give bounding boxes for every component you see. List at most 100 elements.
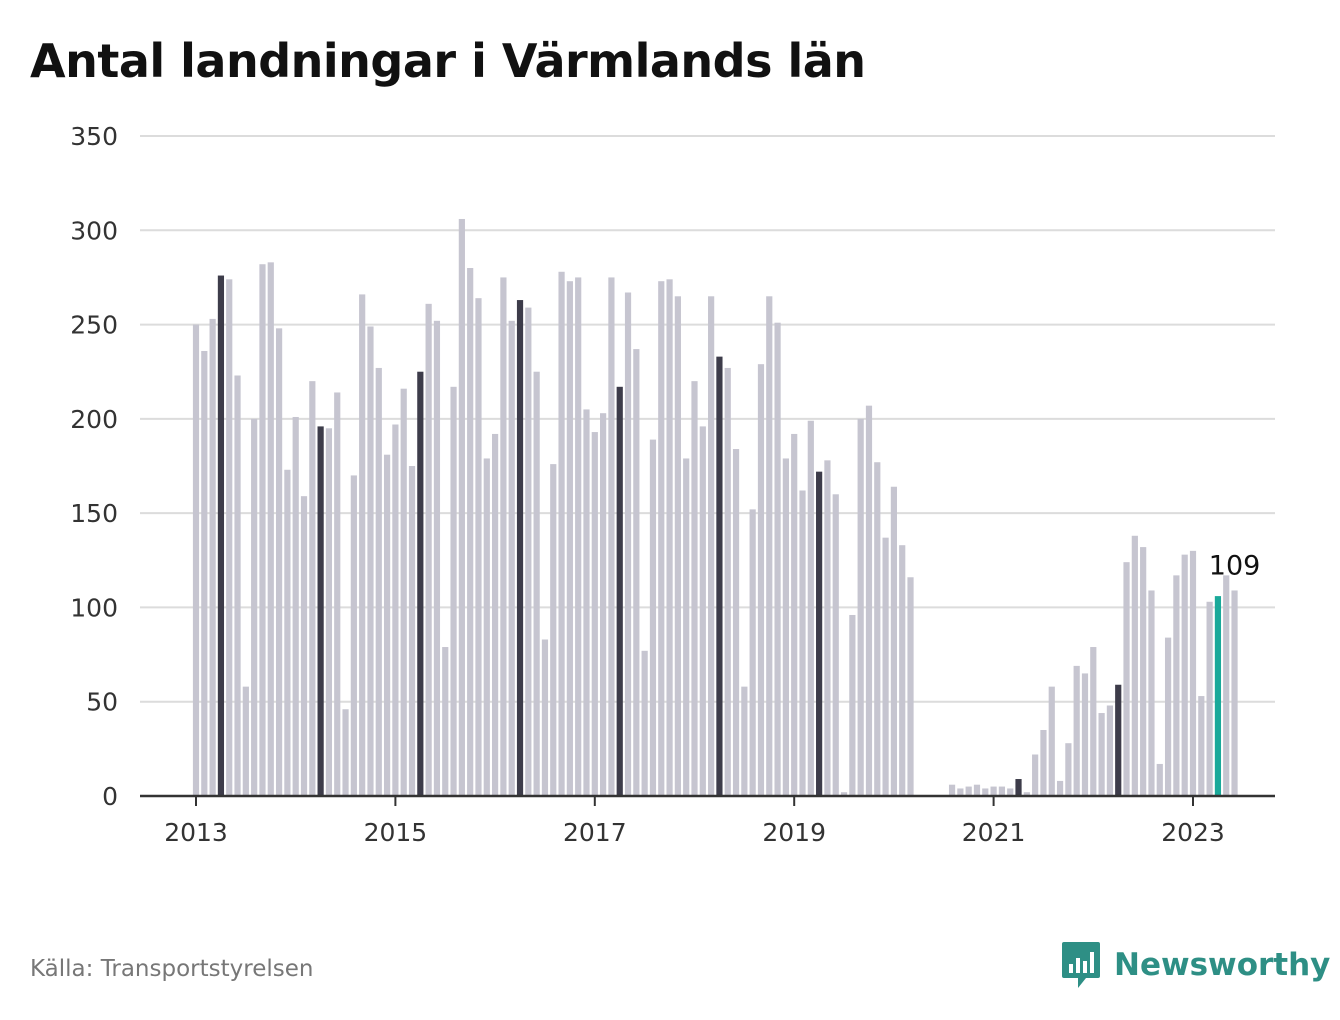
bar-2021-08 [1048,686,1055,796]
bar-2017-04 [616,386,623,796]
bar-2018-08 [749,509,756,796]
bar-2018-01 [691,381,698,796]
bar-2017-03 [608,277,615,796]
bar-2016-08 [550,464,557,796]
bar-2019-03 [807,420,814,796]
bar-2014-11 [375,367,382,796]
bar-2021-05 [1023,792,1030,796]
bar-2015-06 [433,320,441,796]
bar-2015-08 [450,386,457,796]
bar-2015-03 [408,466,416,796]
latest-value-label: 109 [1209,550,1261,581]
bar-2019-06 [832,494,839,796]
bar-2021-09 [1056,780,1064,796]
bar-2021-01 [990,786,997,796]
bar-2023-03 [1206,601,1213,796]
bar-2016-12 [583,409,590,796]
bar-2014-08 [350,475,357,796]
y-tick-label: 100 [70,593,118,622]
bar-2023-01 [1189,550,1197,796]
bar-2016-04 [516,300,524,796]
bar-2016-06 [533,371,540,796]
source-note: Källa: Transportstyrelsen [30,956,314,982]
bar-2021-12 [1081,673,1089,796]
data-labels: 109 [1209,550,1261,581]
bar-2018-07 [741,686,748,796]
brand-logo[interactable]: Newsworthy [1060,940,1330,990]
bar-2018-05 [724,367,731,796]
bar-2022-10 [1164,637,1172,796]
y-tick-label: 150 [70,499,118,528]
bar-2020-12 [982,788,989,796]
y-tick-label: 200 [70,405,118,434]
bar-2014-04 [317,426,324,796]
bar-2019-09 [857,418,864,796]
bar-2018-12 [782,458,789,796]
bar-2017-01 [591,432,598,796]
bar-2014-03 [309,381,316,796]
x-tick-label: 2019 [762,818,826,847]
bar-2013-09 [259,264,266,797]
bar-2017-07 [641,650,648,796]
bar-2021-06 [1032,754,1039,796]
bar-2013-02 [201,350,208,796]
y-tick-label: 50 [86,688,118,717]
bar-2017-02 [600,413,607,796]
bar-2020-11 [973,784,981,796]
bar-2016-05 [525,307,532,796]
bar-2021-07 [1040,730,1047,796]
bar-2016-01 [492,433,499,796]
bar-2017-11 [674,296,681,796]
bar-2014-05 [325,428,333,796]
bar-2013-12 [284,469,291,796]
bar-2019-08 [849,614,856,796]
bar-2013-06 [234,375,241,796]
bar-2019-04 [816,471,823,796]
x-axis: 2013 2015 2017 2019 2021 2023 [140,794,1275,847]
bar-2021-03 [1007,788,1014,796]
bar-2016-11 [575,277,582,796]
bar-2021-10 [1065,743,1072,796]
bar-2015-09 [458,218,465,797]
bar-2020-09 [957,788,964,796]
bar-2014-09 [359,294,366,796]
bar-2019-10 [865,405,873,796]
bar-2013-04 [217,275,225,796]
bar-2017-05 [624,292,632,796]
bar-2013-08 [251,418,258,796]
bar-2019-02 [799,490,806,796]
bar-2014-10 [367,326,374,796]
x-tick-label: 2017 [563,818,627,847]
bars [192,218,1238,797]
bar-2018-03 [708,296,715,796]
bar-2017-09 [658,281,665,796]
y-axis-ticks: 0 50 100 150 200 250 300 350 [70,122,118,811]
bar-2014-01 [292,416,299,796]
bar-2022-09 [1156,763,1163,796]
bar-2021-04 [1015,779,1022,796]
bar-2016-10 [566,281,573,796]
bar-2022-07 [1140,547,1147,796]
bar-2017-08 [649,439,657,796]
x-tick-label: 2013 [164,818,228,847]
bar-2017-12 [683,458,690,796]
bar-2015-10 [467,268,474,796]
bar-2016-03 [508,320,515,796]
bar-2015-04 [417,371,424,796]
bar-2014-06 [334,392,341,796]
bar-2017-10 [666,279,673,796]
bar-2022-02 [1098,713,1105,796]
newsworthy-logo-icon [1062,942,1100,988]
bar-2013-11 [275,328,283,796]
bar-2022-11 [1173,575,1180,796]
bar-2022-08 [1148,590,1155,796]
bar-2019-07 [840,792,848,796]
bar-2023-06 [1231,590,1238,796]
bar-2015-01 [392,424,399,796]
bar-2018-09 [757,364,765,796]
bar-2018-06 [732,449,740,796]
y-tick-label: 0 [102,782,118,811]
bar-2021-02 [998,786,1006,796]
bar-2018-02 [699,426,706,796]
bar-2015-11 [475,298,482,796]
